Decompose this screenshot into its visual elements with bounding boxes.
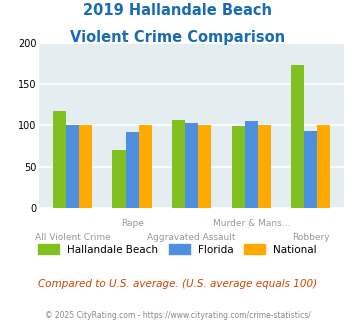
Text: All Violent Crime: All Violent Crime bbox=[35, 233, 110, 242]
Bar bbox=[139, 125, 152, 208]
Text: Murder & Mans...: Murder & Mans... bbox=[213, 219, 290, 228]
Bar bbox=[113, 150, 126, 208]
Bar bbox=[317, 125, 331, 208]
Legend: Hallandale Beach, Florida, National: Hallandale Beach, Florida, National bbox=[34, 240, 321, 259]
Bar bbox=[172, 120, 185, 208]
Text: Violent Crime Comparison: Violent Crime Comparison bbox=[70, 30, 285, 45]
Bar bbox=[66, 125, 79, 208]
Bar bbox=[198, 125, 211, 208]
Text: Compared to U.S. average. (U.S. average equals 100): Compared to U.S. average. (U.S. average … bbox=[38, 279, 317, 289]
Bar bbox=[258, 125, 271, 208]
Bar bbox=[245, 121, 258, 208]
Bar bbox=[53, 111, 66, 208]
Text: Rape: Rape bbox=[121, 219, 143, 228]
Bar bbox=[79, 125, 92, 208]
Bar bbox=[304, 131, 317, 208]
Text: © 2025 CityRating.com - https://www.cityrating.com/crime-statistics/: © 2025 CityRating.com - https://www.city… bbox=[45, 311, 310, 320]
Bar bbox=[185, 123, 198, 208]
Bar bbox=[291, 65, 304, 208]
Bar bbox=[126, 132, 139, 208]
Text: 2019 Hallandale Beach: 2019 Hallandale Beach bbox=[83, 3, 272, 18]
Text: Aggravated Assault: Aggravated Assault bbox=[147, 233, 236, 242]
Bar bbox=[231, 126, 245, 208]
Text: Robbery: Robbery bbox=[292, 233, 330, 242]
